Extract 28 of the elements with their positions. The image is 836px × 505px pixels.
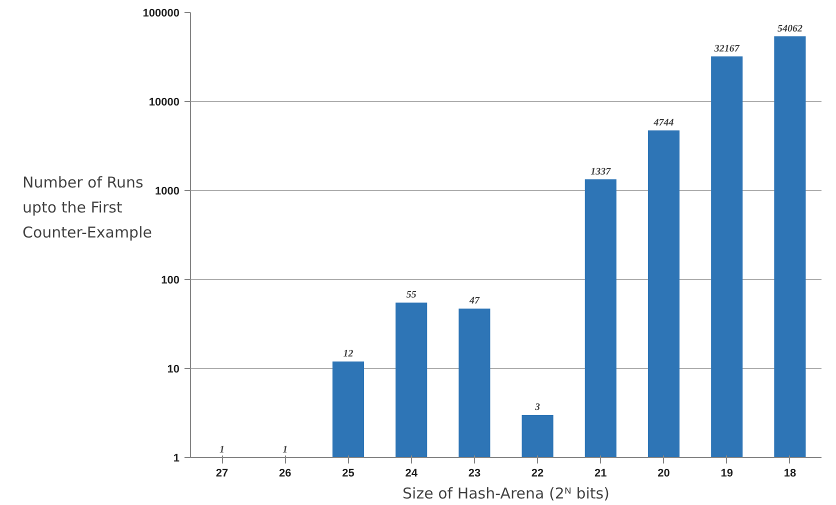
data-label: 55 bbox=[406, 290, 416, 301]
y-tick-label: 10 bbox=[167, 364, 180, 376]
x-tick-label: 20 bbox=[658, 468, 670, 480]
data-label: 3 bbox=[534, 402, 540, 414]
x-tick-label: 19 bbox=[720, 468, 733, 480]
x-tick-label: 21 bbox=[594, 468, 607, 480]
y-tick-label: 1000 bbox=[155, 186, 180, 198]
x-tick-label: 23 bbox=[468, 468, 481, 480]
data-label: 12 bbox=[343, 348, 354, 360]
data-label: 1 bbox=[220, 444, 225, 456]
data-label: 1337 bbox=[590, 166, 612, 178]
data-label: 47 bbox=[468, 296, 480, 307]
x-tick-label: 26 bbox=[279, 468, 292, 480]
y-tick-label: 10000 bbox=[148, 96, 180, 108]
data-label: 4744 bbox=[652, 117, 674, 128]
y-tick-label: 1 bbox=[173, 452, 180, 464]
data-label: 1 bbox=[282, 444, 288, 456]
x-tick-label: 25 bbox=[342, 468, 354, 480]
y-tick-label: 100 bbox=[161, 274, 180, 286]
x-tick-label: 27 bbox=[216, 468, 228, 480]
data-label: 54062 bbox=[777, 23, 802, 34]
y-axis-title: Number of Runs upto the First Counter-Example bbox=[22, 173, 152, 242]
x-axis-title: Size of Hash-Arena (2ᴺ bits) bbox=[402, 484, 610, 502]
y-tick-label: 100000 bbox=[142, 8, 180, 20]
x-tick-label: 18 bbox=[784, 468, 796, 480]
x-tick-label: 24 bbox=[405, 468, 418, 480]
x-tick-label: 22 bbox=[531, 468, 544, 480]
data-label: 32167 bbox=[713, 43, 740, 54]
